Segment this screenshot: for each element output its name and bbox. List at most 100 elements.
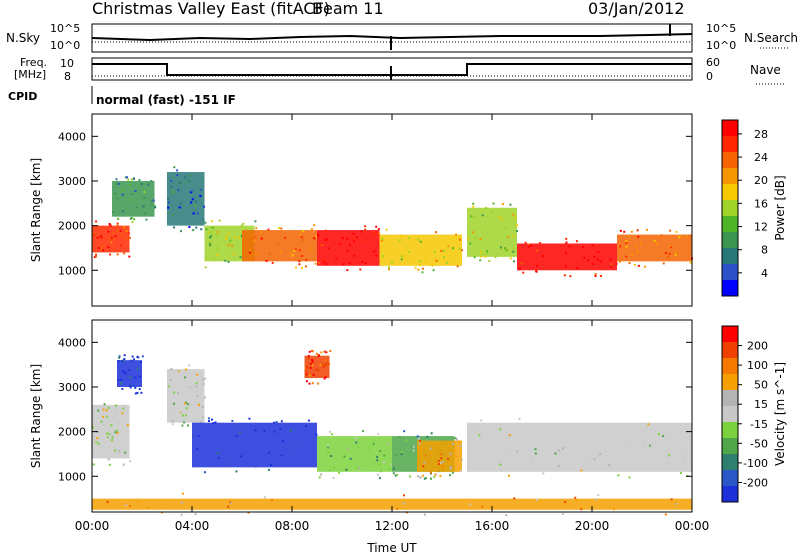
data-speckle <box>479 259 482 262</box>
data-speckle <box>150 203 153 206</box>
data-speckle <box>265 259 268 262</box>
data-speckle <box>574 496 577 499</box>
data-speckle <box>255 227 258 230</box>
data-speckle <box>635 244 638 247</box>
data-region <box>317 230 380 266</box>
data-speckle <box>115 404 118 407</box>
data-speckle <box>184 414 187 417</box>
data-speckle <box>512 234 515 237</box>
data-speckle <box>130 359 133 362</box>
data-speckle <box>628 262 631 265</box>
data-speckle <box>372 442 375 445</box>
data-speckle <box>214 465 217 468</box>
data-speckle <box>554 452 557 455</box>
data-speckle <box>565 237 568 240</box>
data-speckle <box>179 202 182 205</box>
colorbar-segment <box>722 232 738 249</box>
data-speckle <box>443 256 446 259</box>
colorbar-tick-label: 100 <box>747 359 768 372</box>
data-speckle <box>380 246 383 249</box>
data-speckle <box>682 457 685 460</box>
data-speckle <box>322 363 325 366</box>
data-speckle <box>388 441 391 444</box>
data-speckle <box>110 236 113 239</box>
data-speckle <box>191 198 194 201</box>
data-speckle <box>140 391 143 394</box>
data-speckle <box>186 424 189 427</box>
data-speckle <box>584 460 587 463</box>
y-tick-label: 2000 <box>58 426 86 439</box>
data-speckle <box>211 226 214 229</box>
data-speckle <box>674 254 677 257</box>
data-speckle <box>433 250 436 253</box>
colorbar-tick-label: 28 <box>754 128 768 141</box>
data-speckle <box>470 215 473 218</box>
nave-tick-top: 60 <box>706 56 720 69</box>
data-speckle <box>308 374 311 377</box>
data-speckle <box>420 450 423 453</box>
data-speckle <box>657 432 660 435</box>
data-speckle <box>247 511 250 514</box>
data-speckle <box>364 228 367 231</box>
data-speckle <box>184 368 187 371</box>
data-speckle <box>564 265 567 268</box>
data-speckle <box>513 497 516 500</box>
data-speckle <box>273 430 276 433</box>
data-speckle <box>280 420 283 423</box>
data-speckle <box>170 368 173 371</box>
data-speckle <box>583 256 586 259</box>
freq-label-2: [MHz] <box>14 68 46 81</box>
data-speckle <box>385 228 388 231</box>
data-speckle <box>185 401 188 404</box>
data-speckle <box>518 417 521 420</box>
data-speckle <box>327 446 330 449</box>
data-speckle <box>668 454 671 457</box>
data-speckle <box>518 250 521 253</box>
data-speckle <box>289 429 292 432</box>
data-speckle <box>255 253 258 256</box>
data-speckle <box>114 235 117 238</box>
data-speckle <box>433 475 436 478</box>
data-speckle <box>207 417 210 420</box>
data-speckle <box>118 450 121 453</box>
data-speckle <box>378 477 381 480</box>
data-speckle <box>417 437 420 440</box>
data-speckle <box>455 233 458 236</box>
data-speckle <box>388 468 391 471</box>
data-speckle <box>394 474 397 477</box>
data-speckle <box>417 268 420 271</box>
colorbar-tick-label: 200 <box>747 340 768 353</box>
data-speckle <box>97 409 100 412</box>
data-speckle <box>120 233 123 236</box>
data-speckle <box>268 252 271 255</box>
nsearch-tick-bottom: 10^0 <box>706 39 736 52</box>
data-speckle <box>238 236 241 239</box>
data-speckle <box>177 392 180 395</box>
data-speckle <box>314 262 317 265</box>
data-speckle <box>580 508 583 511</box>
data-speckle <box>437 463 440 466</box>
data-speckle <box>403 430 406 433</box>
data-speckle <box>215 246 218 249</box>
data-speckle <box>227 260 230 263</box>
data-speckle <box>304 425 307 428</box>
data-speckle <box>595 498 598 501</box>
data-speckle <box>133 218 136 221</box>
data-speckle <box>295 440 298 443</box>
data-speckle <box>619 229 622 232</box>
data-speckle <box>396 507 399 510</box>
data-speckle <box>516 450 519 453</box>
data-speckle <box>637 235 640 238</box>
data-speckle <box>168 387 171 390</box>
data-speckle <box>301 266 304 269</box>
data-speckle <box>480 255 483 258</box>
data-speckle <box>324 376 327 379</box>
data-speckle <box>235 470 238 473</box>
data-speckle <box>117 182 120 185</box>
data-speckle <box>114 192 117 195</box>
data-region <box>517 243 617 271</box>
data-speckle <box>419 476 422 479</box>
data-speckle <box>171 413 174 416</box>
data-speckle <box>452 247 455 250</box>
data-speckle <box>561 512 564 515</box>
